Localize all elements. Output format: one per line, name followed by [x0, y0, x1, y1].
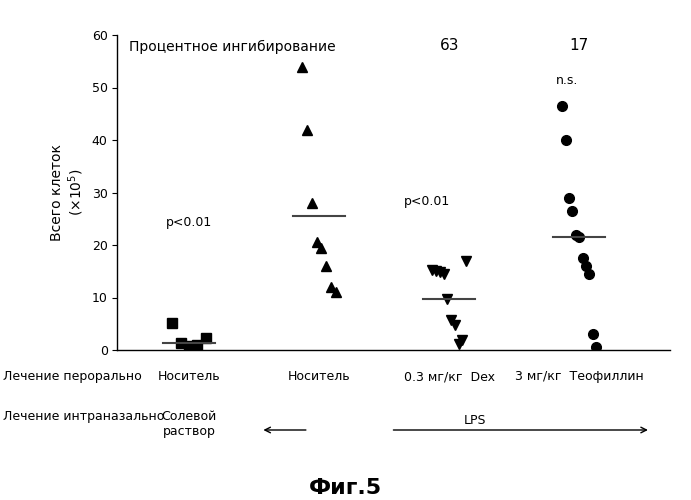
Text: n.s.: n.s. [556, 74, 578, 88]
Text: Лечение перорально: Лечение перорально [3, 370, 142, 383]
Text: Солевой
раствор: Солевой раствор [162, 410, 217, 438]
Text: 0.3 мг/кг  Dex: 0.3 мг/кг Dex [404, 370, 495, 383]
Text: LPS: LPS [464, 414, 486, 428]
Text: p<0.01: p<0.01 [404, 195, 450, 208]
Text: 3 мг/кг  Теофиллин: 3 мг/кг Теофиллин [515, 370, 643, 383]
Text: 17: 17 [569, 38, 589, 52]
Text: Носитель: Носитель [158, 370, 220, 383]
Y-axis label: Всего клеток
($\times$10$^5$): Всего клеток ($\times$10$^5$) [50, 144, 86, 241]
Text: 63: 63 [439, 38, 459, 52]
Text: Носитель: Носитель [287, 370, 350, 383]
Text: Процентное ингибирование: Процентное ингибирование [129, 40, 335, 54]
Text: Фиг.5: Фиг.5 [309, 478, 382, 498]
Text: p<0.01: p<0.01 [166, 216, 212, 229]
Text: Лечение интраназально: Лечение интраназально [3, 410, 165, 423]
